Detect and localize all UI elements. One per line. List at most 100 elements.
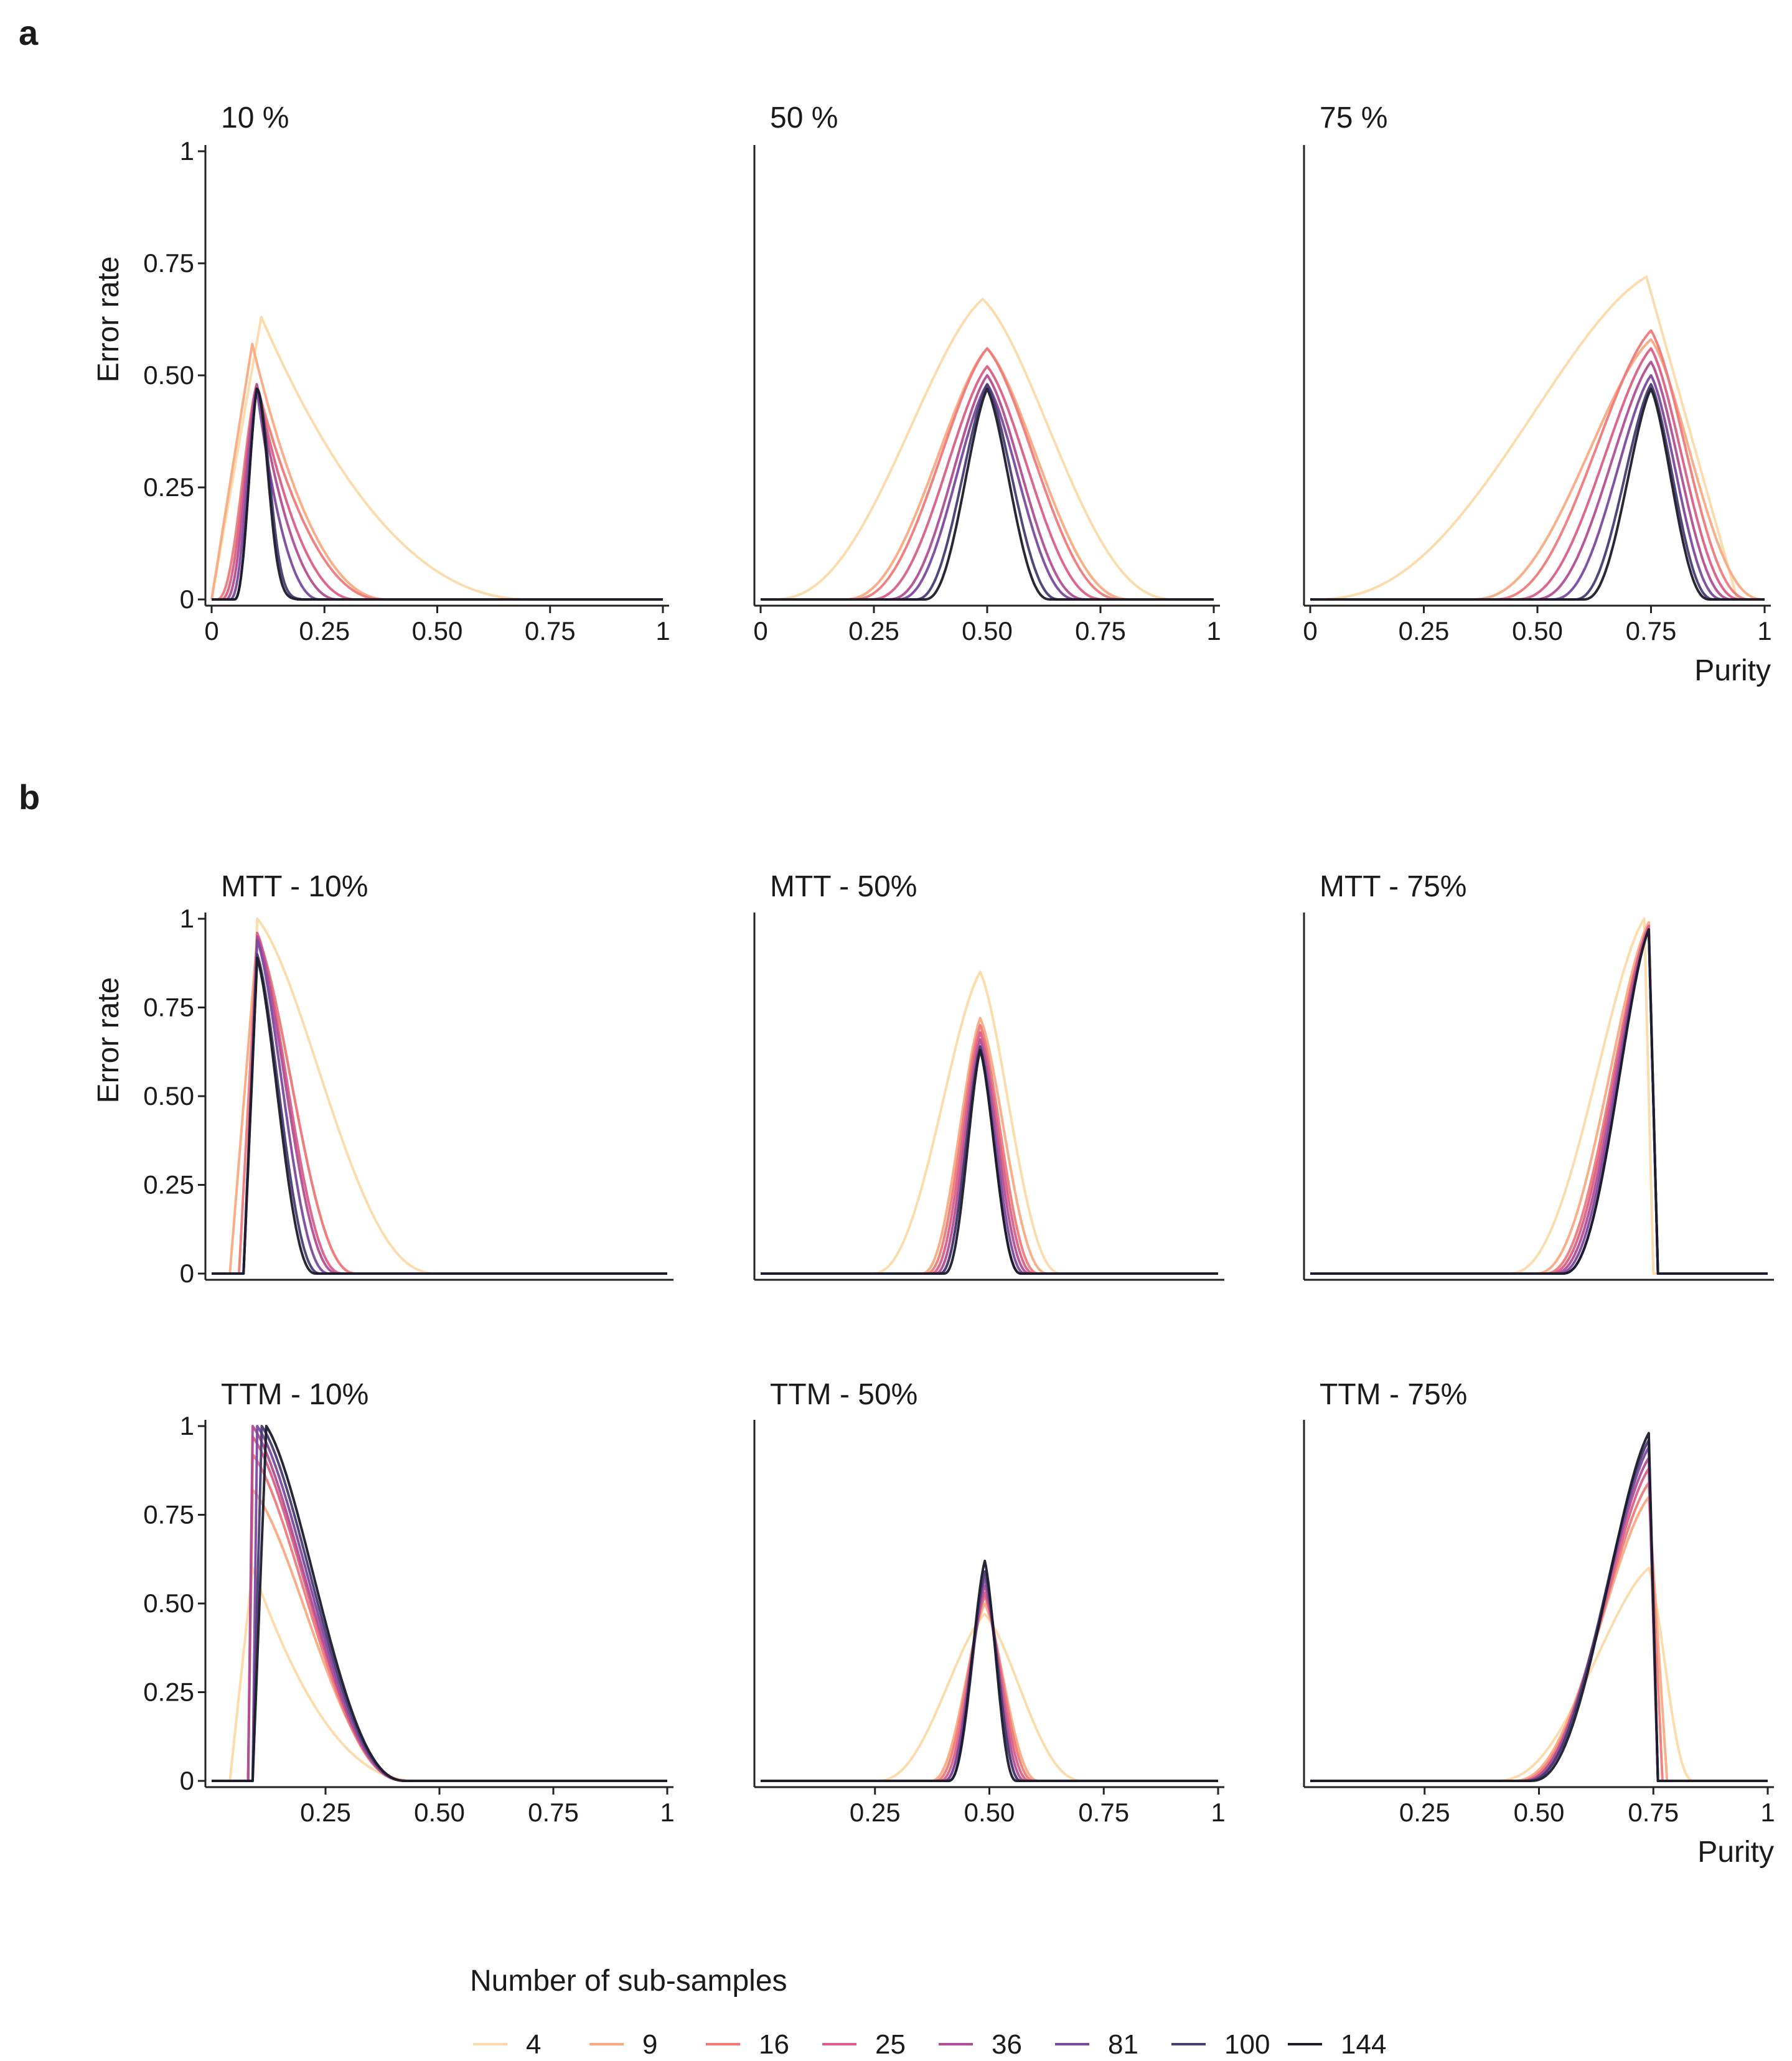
series-line-25 xyxy=(760,365,1214,601)
y-tick-label: 1 xyxy=(180,904,194,933)
x-tick-label: 0.25 xyxy=(299,616,350,646)
x-tick-label: 0.50 xyxy=(1514,1798,1565,1827)
series-line-144 xyxy=(760,387,1214,601)
series-line-144 xyxy=(211,387,664,601)
y-tick-label: 0.75 xyxy=(143,993,194,1022)
legend-items: 4 9 16 25 36 81 100 144 xyxy=(473,2029,1386,2060)
chart-b3: MTT - 75% xyxy=(1303,870,1774,1281)
x-tick-label: 0.50 xyxy=(964,1798,1015,1827)
y-tick-label: 0.50 xyxy=(143,1589,194,1618)
x-tick-label: 0.25 xyxy=(848,616,899,646)
x-tick-label: 1 xyxy=(660,1798,674,1827)
y-tick-label: 1 xyxy=(180,136,194,166)
series-line-144 xyxy=(1310,1432,1768,1782)
y-tick-label: 0.75 xyxy=(143,1500,194,1529)
x-tick-label: 0.25 xyxy=(850,1798,901,1827)
series-line-100 xyxy=(1310,1439,1768,1782)
series-line-81 xyxy=(211,1425,668,1782)
series-line-4 xyxy=(1310,1567,1768,1782)
legend-title: Number of sub-samples xyxy=(470,1965,787,1998)
series-line-144 xyxy=(211,956,668,1275)
chart-b5: TTM - 50% 0.25 0.50 0.75 1 xyxy=(753,1378,1226,1827)
x-tick-label: 0.75 xyxy=(1075,616,1126,646)
series-line-4 xyxy=(760,298,1214,601)
series-line-144 xyxy=(760,1559,1219,1782)
x-tick-label: 0.75 xyxy=(1628,1798,1679,1827)
legend-label-100: 100 xyxy=(1224,2029,1270,2060)
series-line-4 xyxy=(760,970,1219,1275)
chart-b2: MTT - 50% xyxy=(753,870,1224,1281)
y-tick-label: 0 xyxy=(180,584,194,614)
series-line-4 xyxy=(1310,918,1768,1275)
series-line-81 xyxy=(760,1577,1219,1782)
series-line-36 xyxy=(760,374,1214,601)
panel-label-b: b xyxy=(19,777,40,817)
x-axis-title: Purity xyxy=(1697,1836,1774,1869)
series-line-4 xyxy=(211,1567,668,1782)
x-tick-label: 0.75 xyxy=(525,616,576,646)
y-tick-label: 0.25 xyxy=(143,472,194,502)
series-line-100 xyxy=(760,383,1214,601)
x-tick-label: 0 xyxy=(1303,616,1317,646)
x-tick-label: 0.50 xyxy=(414,1798,465,1827)
chart-b6: TTM - 75% 0.25 0.50 0.75 1 Purity xyxy=(1303,1378,1775,1869)
x-tick-label: 0.25 xyxy=(1399,616,1450,646)
chart-a3: 75 % 0 0.25 0.50 0.75 1 Purity xyxy=(1303,101,1771,687)
series-line-9 xyxy=(1310,921,1768,1275)
x-tick-label: 0.50 xyxy=(962,616,1013,646)
chart-title: TTM - 50% xyxy=(770,1378,917,1411)
legend-label-4: 4 xyxy=(526,2029,541,2060)
x-tick-label: 0.25 xyxy=(1399,1798,1450,1827)
series-line-81 xyxy=(760,383,1214,601)
y-axis-title: Error rate xyxy=(92,256,125,383)
chart-a1: 10 % 0 0.25 0.50 0.75 1 0 0.25 0.50 0.75 1 Error ra… xyxy=(92,101,670,646)
chart-b4: TTM - 10% 0 0.25 0.50 0.75 1 0.25 0.50 0.75 1 xyxy=(143,1378,674,1827)
chart-title: TTM - 10% xyxy=(221,1378,368,1411)
panel-label-a: a xyxy=(19,13,39,52)
chart-title: 75 % xyxy=(1320,101,1387,134)
x-tick-label: 0.50 xyxy=(1512,616,1563,646)
x-axis-title: Purity xyxy=(1694,654,1771,687)
x-tick-label: 0 xyxy=(204,616,218,646)
x-tick-label: 1 xyxy=(1760,1798,1775,1827)
series-line-144 xyxy=(1310,387,1765,601)
x-tick-label: 0.50 xyxy=(412,616,463,646)
series-line-144 xyxy=(760,1048,1219,1275)
x-tick-label: 0.75 xyxy=(1078,1798,1129,1827)
y-tick-label: 0.50 xyxy=(143,1081,194,1110)
chart-title: 10 % xyxy=(221,101,289,134)
x-tick-label: 0.25 xyxy=(300,1798,351,1827)
legend-label-16: 16 xyxy=(759,2029,789,2060)
x-tick-label: 1 xyxy=(1757,616,1771,646)
y-tick-label: 0 xyxy=(180,1259,194,1288)
y-axis-title: Error rate xyxy=(92,977,125,1104)
x-tick-label: 1 xyxy=(655,616,670,646)
series-line-25 xyxy=(1310,924,1768,1275)
legend-label-9: 9 xyxy=(642,2029,657,2060)
y-tick-label: 1 xyxy=(180,1411,194,1440)
series-line-16 xyxy=(760,1595,1219,1782)
series-line-9 xyxy=(1310,1496,1768,1782)
y-tick-label: 0.75 xyxy=(143,248,194,278)
x-tick-label: 0 xyxy=(753,616,767,646)
y-tick-label: 0 xyxy=(180,1766,194,1795)
chart-title: TTM - 75% xyxy=(1320,1378,1467,1411)
chart-b1: MTT - 10% 0 0.25 0.50 0.75 1 Error rate xyxy=(92,870,673,1288)
chart-title: 50 % xyxy=(770,101,838,134)
series-line-25 xyxy=(1310,1467,1768,1782)
x-tick-label: 1 xyxy=(1211,1798,1225,1827)
series-line-144 xyxy=(1310,928,1768,1275)
charts: 10 % 0 0.25 0.50 0.75 1 0 0.25 0.50 0.75 1 Error ra… xyxy=(92,101,1775,1869)
y-tick-label: 0.25 xyxy=(143,1678,194,1707)
y-tick-label: 0.25 xyxy=(143,1170,194,1200)
legend: Number of sub-samples 4 9 16 25 36 81 100 144 xyxy=(470,1965,1386,2060)
series-line-4 xyxy=(760,1613,1219,1782)
x-tick-label: 1 xyxy=(1206,616,1221,646)
legend-label-36: 36 xyxy=(992,2029,1022,2060)
chart-title: MTT - 75% xyxy=(1320,870,1466,903)
series-line-100 xyxy=(1310,928,1768,1275)
series-line-144 xyxy=(211,1425,668,1782)
series-line-36 xyxy=(1310,928,1768,1275)
series-line-16 xyxy=(1310,1481,1768,1782)
